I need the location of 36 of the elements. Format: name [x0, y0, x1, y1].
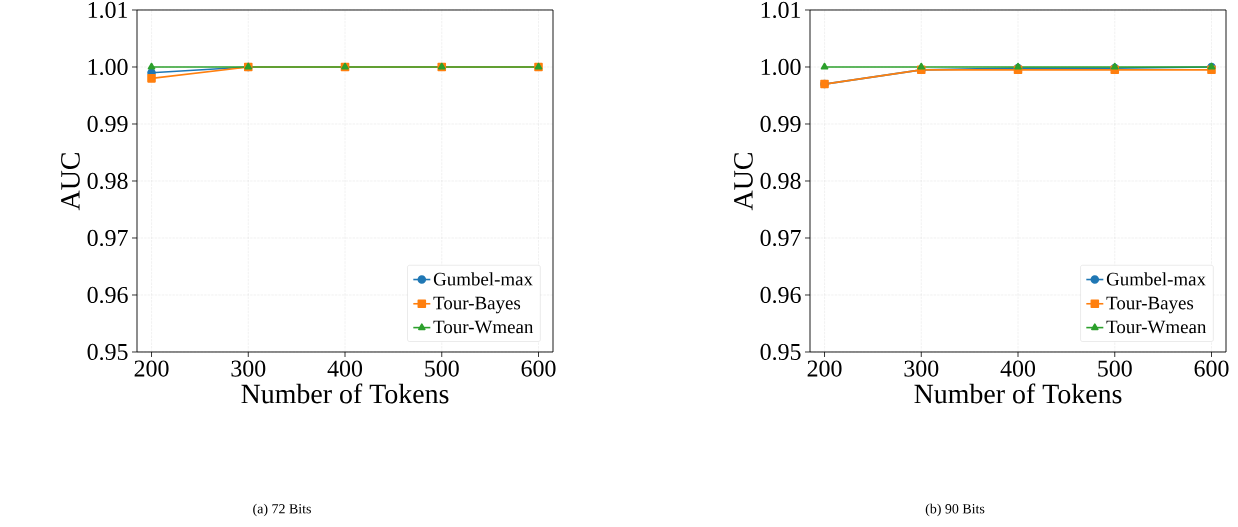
x-tick-label: 200 [807, 360, 842, 377]
y-tick-label: 0.97 [760, 229, 801, 247]
text: (b) 90 Bits [925, 503, 985, 517]
y-tick-label: 1.01 [761, 1, 801, 19]
x-tick-label: 500 [1098, 360, 1132, 377]
legend-label: Gumbel-max [1106, 272, 1206, 286]
x-tick-label: 600 [1194, 360, 1229, 377]
x-tick-label: 300 [231, 360, 266, 377]
legend-label: Tour-Wmean [1106, 320, 1207, 334]
x-axis-title: Number of Tokens [914, 383, 1122, 404]
legend-label: Tour-Wmean [433, 320, 534, 334]
x-tick-label: 400 [1000, 360, 1036, 377]
x-tick-label: 300 [904, 360, 939, 377]
y-tick-label: 1.00 [88, 58, 128, 76]
x-tick-label: 200 [134, 360, 169, 377]
y-tick-label: 0.99 [87, 115, 128, 133]
x-tick-label: 500 [425, 360, 459, 377]
y-tick-label: 0.97 [87, 229, 128, 247]
y-tick-label: 0.99 [760, 115, 801, 133]
y-tick-label: 0.96 [87, 286, 128, 304]
x-tick-label: 400 [327, 360, 363, 377]
y-tick-label: 0.96 [760, 286, 801, 304]
y-tick-label: 0.98 [87, 172, 128, 190]
y-tick-label: 0.98 [760, 172, 801, 190]
legend-label: Gumbel-max [433, 272, 533, 286]
y-axis-title: AUC [61, 153, 80, 211]
x-axis-title: Number of Tokens [241, 383, 449, 404]
y-tick-label: 1.01 [88, 1, 128, 19]
x-tick-label: 600 [521, 360, 556, 377]
text: (a) 72 Bits [253, 503, 311, 517]
y-tick-label: 0.95 [760, 343, 801, 361]
y-tick-label: 1.00 [761, 58, 801, 76]
y-tick-label: 0.95 [87, 343, 128, 361]
legend-label: Tour-Bayes [433, 296, 521, 314]
y-axis-title: AUC [734, 153, 753, 211]
legend-label: Tour-Bayes [1106, 296, 1194, 314]
